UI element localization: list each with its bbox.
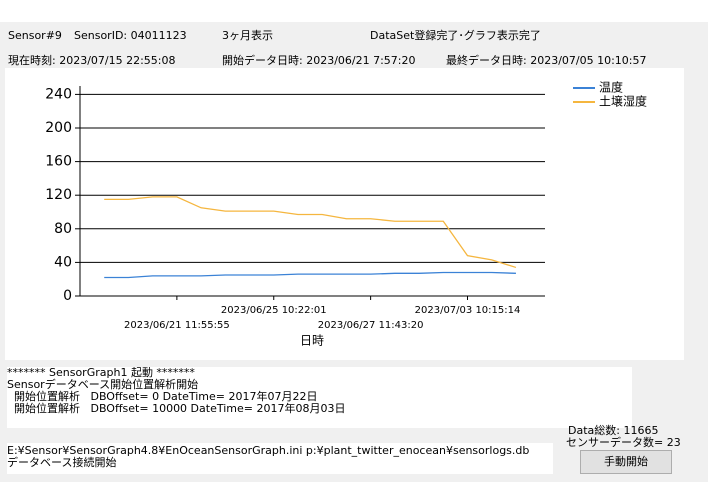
y-tick-label: 240 (45, 86, 72, 102)
x-axis-title: 日時 (300, 334, 324, 348)
y-tick-label: 160 (45, 154, 72, 170)
data-total: Data総数: 11665 (568, 424, 659, 437)
last-time: 最終データ日時: 2023/07/05 10:10:57 (446, 54, 647, 67)
log-line: E:¥Sensor¥SensorGraph4.8¥EnOceanSensorGr… (7, 444, 530, 457)
y-tick-label: 80 (54, 221, 72, 237)
sensor-id: SensorID: 04011123 (74, 29, 187, 42)
log-box: ******* SensorGraph1 起動 ******* Sensorデー… (7, 367, 632, 428)
log-line: データベース接続開始 (7, 456, 117, 469)
log-line: 開始位置解析 DBOffset= 10000 DateTime= 2017年08… (7, 402, 346, 415)
now-time: 現在時刻: 2023/07/15 22:55:08 (8, 54, 176, 67)
chart: 日時 0 40 80 120 160 200 240 2023/06/21 11:55:55 2… (5, 68, 684, 360)
series-line (104, 271, 516, 279)
x-tick-label: 2023/06/27 11:43:20 (318, 320, 424, 331)
y-tick-label: 200 (45, 120, 72, 136)
log-box-2: E:¥Sensor¥SensorGraph4.8¥EnOceanSensorGr… (7, 443, 553, 474)
y-tick-label: 0 (63, 288, 72, 304)
log-line: Sensorデータベース開始位置解析開始 (7, 378, 199, 391)
log-line: ******* SensorGraph1 起動 ******* (7, 367, 195, 379)
series-line (104, 196, 517, 269)
legend-label: 土壌湿度 (599, 94, 647, 109)
log-line: 開始位置解析 DBOffset= 0 DateTime= 2017年07月22日 (7, 390, 318, 403)
range: 3ヶ月表示 (222, 29, 273, 42)
status-msg: DataSet登録完了･グラフ表示完了 (370, 29, 541, 42)
legend-label: 温度 (599, 80, 623, 95)
start-time: 開始データ日時: 2023/06/21 7:57:20 (222, 54, 416, 67)
manual-start-button[interactable]: 手動開始 (580, 450, 672, 474)
y-tick-label: 120 (45, 187, 72, 203)
top-strip (0, 0, 708, 22)
x-tick-label: 2023/06/25 10:22:01 (221, 305, 327, 316)
sensor-count: センサーデータ数= 23 (566, 436, 681, 449)
x-tick-label: 2023/07/03 10:15:14 (415, 305, 521, 316)
sensor-no: Sensor#9 (8, 29, 62, 42)
x-tick-label: 2023/06/21 11:55:55 (124, 320, 230, 331)
y-tick-label: 40 (54, 254, 72, 270)
